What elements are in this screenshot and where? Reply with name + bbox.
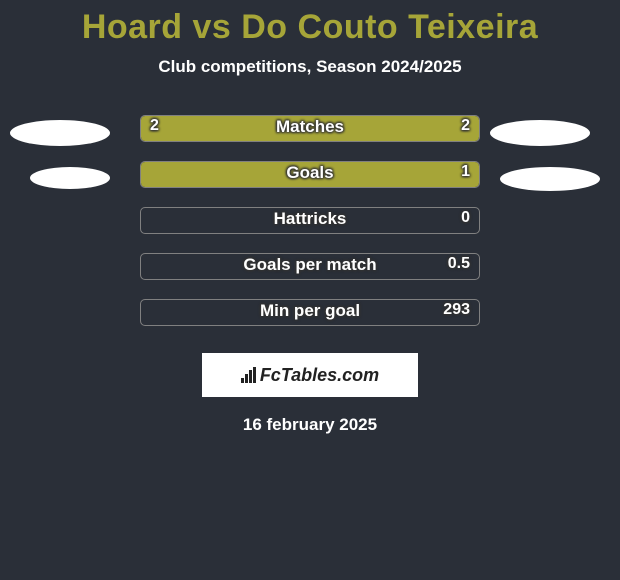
stat-label: Goals xyxy=(140,163,480,183)
stat-row: 293Min per goal xyxy=(0,299,620,345)
team-logo-placeholder xyxy=(500,167,600,191)
footer-logo-content: FcTables.com xyxy=(241,365,379,386)
subtitle: Club competitions, Season 2024/2025 xyxy=(0,57,620,77)
team-logo-placeholder xyxy=(10,120,110,146)
stat-label: Hattricks xyxy=(140,209,480,229)
footer-logo: FcTables.com xyxy=(202,353,418,397)
stat-label: Min per goal xyxy=(140,301,480,321)
date-text: 16 february 2025 xyxy=(0,415,620,435)
footer-logo-text: FcTables.com xyxy=(260,365,379,386)
team-logo-placeholder xyxy=(30,167,110,189)
stats-area: 22Matches1Goals0Hattricks0.5Goals per ma… xyxy=(0,115,620,345)
comparison-infographic: Hoard vs Do Couto Teixeira Club competit… xyxy=(0,0,620,580)
stat-row: 0Hattricks xyxy=(0,207,620,253)
bars-icon xyxy=(241,367,256,383)
stat-label: Matches xyxy=(140,117,480,137)
stat-label: Goals per match xyxy=(140,255,480,275)
stat-row: 0.5Goals per match xyxy=(0,253,620,299)
page-title: Hoard vs Do Couto Teixeira xyxy=(0,0,620,47)
team-logo-placeholder xyxy=(490,120,590,146)
